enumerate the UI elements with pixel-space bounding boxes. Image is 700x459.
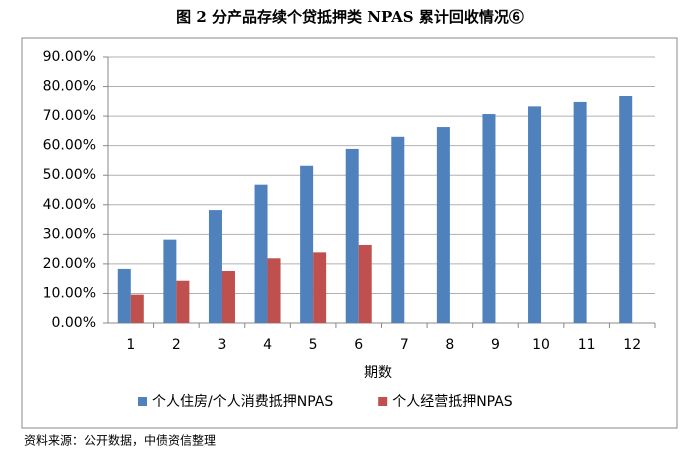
chart-border: [21, 37, 678, 429]
y-tick-label: 80.00%: [43, 79, 96, 95]
x-tick-label: 9: [491, 337, 500, 353]
bar: [254, 184, 268, 323]
bar: [130, 294, 144, 323]
x-tick-label: 1: [126, 337, 135, 353]
x-tick-label: 3: [217, 337, 226, 353]
y-tick-label: 20.00%: [43, 256, 96, 272]
legend-swatch: [138, 397, 147, 406]
x-tick-label: 12: [623, 337, 641, 353]
x-tick-label: 8: [445, 337, 454, 353]
x-tick-label: 5: [309, 337, 318, 353]
y-tick-label: 90.00%: [43, 49, 96, 65]
x-tick-label: 2: [172, 337, 181, 353]
source-note: 资料来源：公开数据，中债资信整理: [24, 433, 216, 448]
bar: [208, 210, 222, 323]
bar: [436, 127, 450, 324]
bar: [300, 165, 314, 323]
chart-title: 图 2 分产品存续个贷抵押类 NPAS 累计回收情况⑥: [176, 8, 524, 26]
x-tick-label: 4: [263, 337, 272, 353]
bar: [528, 106, 542, 323]
bar: [573, 101, 587, 324]
bar: [313, 252, 327, 323]
y-tick-label: 50.00%: [43, 167, 96, 183]
y-tick-label: 40.00%: [43, 197, 96, 213]
bar: [221, 270, 235, 323]
bar: [176, 280, 190, 323]
y-tick-label: 70.00%: [43, 108, 96, 124]
bar: [358, 244, 372, 323]
x-axis-label: 期数: [364, 365, 392, 381]
bar: [391, 136, 405, 323]
bar: [345, 148, 359, 323]
y-tick-label: 30.00%: [43, 226, 96, 242]
bar: [117, 268, 131, 323]
bar: [619, 96, 633, 323]
legend-swatch: [378, 397, 388, 406]
x-tick-label: 10: [532, 337, 550, 353]
bar: [267, 258, 281, 323]
y-tick-label: 0.00%: [52, 315, 96, 331]
x-tick-label: 11: [578, 337, 596, 353]
legend-label: 个人经营抵押NPAS: [392, 394, 513, 410]
x-tick-label: 7: [400, 337, 409, 353]
legend-label: 个人住房/个人消费抵押NPAS: [152, 394, 333, 410]
y-tick-label: 10.00%: [43, 285, 96, 301]
y-tick-label: 60.00%: [43, 138, 96, 154]
bar: [482, 114, 496, 323]
x-tick-label: 6: [354, 337, 363, 353]
bar: [163, 239, 177, 323]
